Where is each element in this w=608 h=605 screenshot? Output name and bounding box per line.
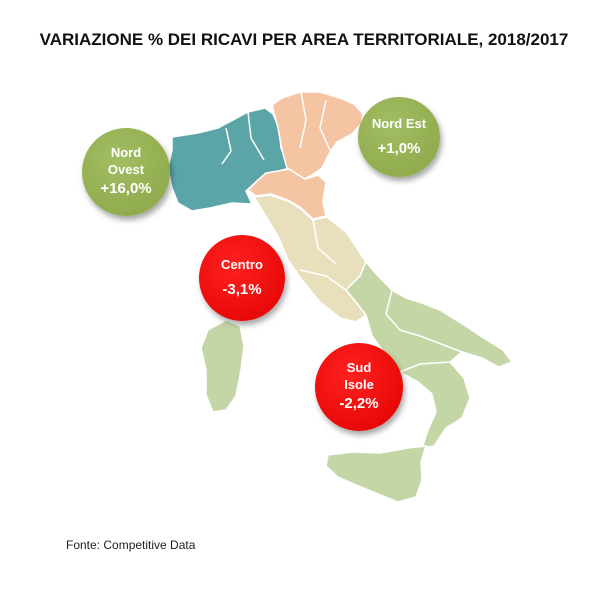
badge-value: +1,0% bbox=[377, 139, 421, 157]
badge-value: -3,1% bbox=[222, 280, 262, 298]
badge-label: Nord bbox=[110, 145, 142, 161]
badge-nord-ovest: Nord Ovest +16,0% bbox=[82, 128, 170, 216]
badge-value: -2,2% bbox=[339, 394, 379, 412]
badge-nord-est: Nord Est +1,0% bbox=[358, 97, 440, 177]
badge-label: Ovest bbox=[107, 161, 145, 177]
badge-label: Centro bbox=[221, 256, 263, 272]
badge-label: Sud bbox=[346, 360, 372, 376]
source-note: Fonte: Competitive Data bbox=[66, 538, 196, 552]
badge-label: Nord Est bbox=[371, 115, 427, 131]
badge-value: +16,0% bbox=[100, 179, 152, 197]
badge-label: Isole bbox=[344, 376, 374, 392]
map-title: VARIAZIONE % DEI RICAVI PER AREA TERRITO… bbox=[39, 30, 569, 49]
badge-sud-isole: Sud Isole -2,2% bbox=[315, 343, 403, 431]
region-nord-ovest bbox=[167, 107, 290, 212]
badge-centro: Centro -3,1% bbox=[199, 235, 285, 321]
region-sud-isole bbox=[200, 260, 514, 503]
